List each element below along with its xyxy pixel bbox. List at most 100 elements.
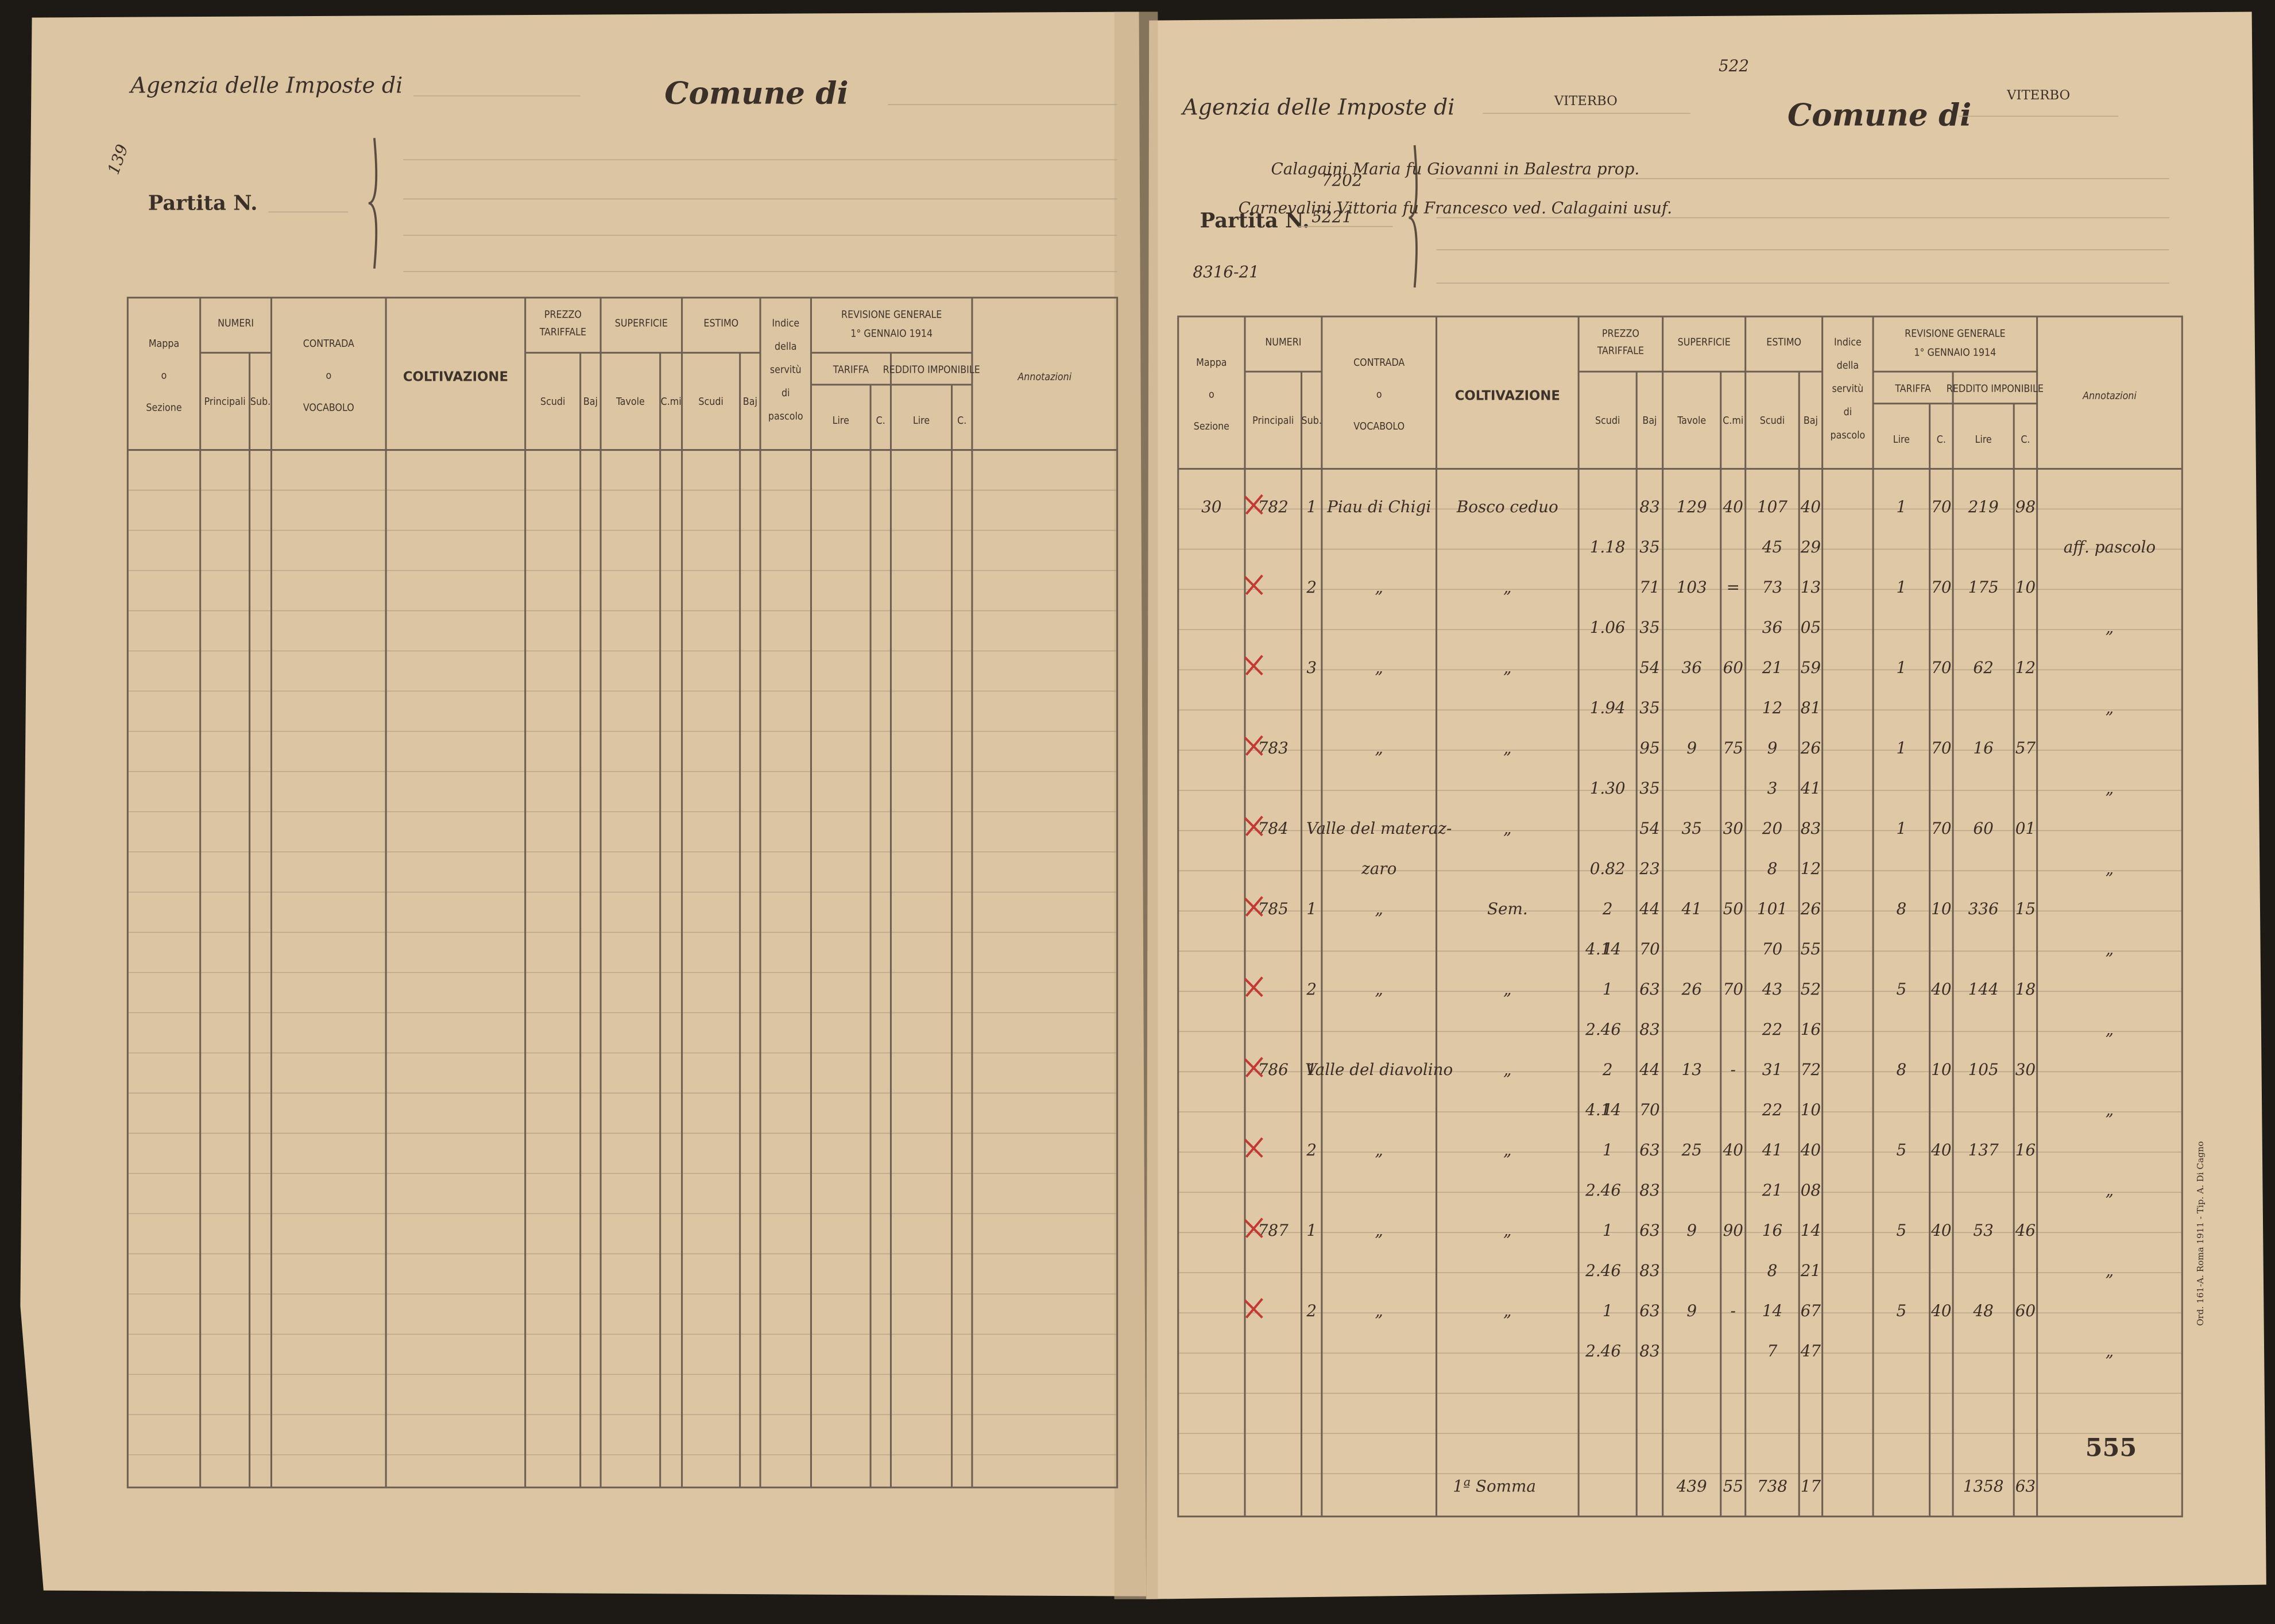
cell-contrada: „: [1375, 980, 1383, 999]
cell-sup-tavole: 9: [1686, 1221, 1697, 1240]
total-reddito-c: 63: [2015, 1477, 2036, 1496]
column-header: della: [1837, 360, 1859, 372]
column-header: Tavole: [1677, 415, 1706, 427]
owner-line: Calagaini Maria fu Giovanni in Balestra …: [1271, 159, 1640, 178]
cell-prezzo-scudi: 1: [1603, 1301, 1613, 1320]
cell-contrada: „: [1375, 1221, 1383, 1240]
column-header: TARIFFA: [833, 365, 869, 376]
red-check: [1244, 976, 1263, 997]
cell-prezzo-baj: 63: [1639, 1221, 1659, 1240]
cell-reddito-lire: 105: [1968, 1060, 1999, 1079]
cell-estimo-baj: 21: [1800, 1261, 1821, 1280]
column-header: o: [1209, 389, 1214, 401]
column-header: PREZZO: [1602, 328, 1639, 339]
cell-reddito-lire: 16: [1973, 738, 1993, 757]
red-check: [1244, 815, 1263, 837]
cell-estimo-scudi: 31: [1762, 1060, 1782, 1079]
cell-reddito-lire: 48: [1972, 1301, 1993, 1320]
partita-new: 7202: [1322, 171, 1363, 190]
column-header: C.: [2021, 434, 2030, 446]
column-header: C.: [1937, 434, 1946, 446]
red-check: [1244, 494, 1263, 515]
cell-estimo-baj: 55: [1801, 939, 1821, 958]
cell-prezzo-baj: 83: [1639, 1020, 1659, 1039]
cell-sup-cmi: 50: [1723, 899, 1743, 918]
column-header: SUPERFICIE: [1678, 337, 1731, 349]
column-header: servitù: [1832, 383, 1863, 395]
cell-estimo-scudi: 22: [1762, 1020, 1782, 1039]
cell-tariffa-lire: 1: [1897, 578, 1907, 597]
cell-sub: 1: [1306, 1221, 1317, 1240]
comune-label: Comune di: [664, 75, 848, 111]
place-stamp: VITERBO: [1554, 94, 1618, 109]
cell-estimo-baj: 72: [1801, 1060, 1821, 1079]
cell-prezzo-baj: 54: [1639, 658, 1659, 677]
column-header: o: [326, 370, 331, 382]
cell-contrada: Piau di Chigi: [1326, 497, 1431, 516]
cell-coltivazione: „: [1503, 738, 1511, 757]
cell-contrada: zaro: [1361, 859, 1396, 878]
red-check: [1244, 1137, 1263, 1158]
cell-sup-tavole: 129: [1677, 497, 1707, 516]
cell-sup-cmi: -: [1731, 1060, 1736, 1079]
cell-reddito-c: 46: [2015, 1221, 2036, 1240]
cell-tariffa-c: 10: [1931, 1060, 1951, 1079]
cell-estimo-scudi: 36: [1762, 618, 1782, 637]
column-header: o: [1376, 389, 1382, 401]
cell-prezzo-baj: 54: [1639, 819, 1659, 838]
cell-estimo-scudi: 70: [1762, 939, 1782, 958]
cell-estimo-baj: 26: [1800, 899, 1821, 918]
table-frame: [1177, 315, 2183, 1518]
column-header: pascolo: [768, 411, 803, 422]
cell-contrada: „: [1375, 658, 1383, 677]
owner-line: Carnevalini Vittoria fu Francesco ved. C…: [1239, 199, 1672, 218]
total-estimo-baj: 17: [1801, 1477, 1821, 1496]
cell-prezzo-scudi: 1.06: [1590, 618, 1626, 637]
column-header: C.mi: [661, 396, 682, 408]
total-sup-tavole: 439: [1676, 1477, 1707, 1496]
cell-prezzo-baj: 70: [1639, 1100, 1659, 1119]
red-check: [1244, 574, 1263, 596]
cell-prezzo-baj: 70: [1639, 939, 1659, 958]
column-header: Sezione: [1194, 421, 1229, 432]
cell-annotazioni: „: [2106, 1341, 2114, 1360]
cell-sub: 3: [1306, 658, 1317, 677]
cell-indice-note: 2.46: [1585, 1261, 1621, 1280]
cell-estimo-scudi: 8: [1767, 1261, 1778, 1280]
cell-estimo-baj: 40: [1800, 497, 1821, 516]
cell-sup-tavole: 25: [1681, 1140, 1702, 1159]
cell-sub: 2: [1306, 1301, 1317, 1320]
cell-annotazioni: aff. pascolo: [2064, 538, 2156, 556]
cell-coltivazione: „: [1503, 1301, 1511, 1320]
cell-annotazioni: „: [2106, 1261, 2114, 1280]
column-header: Baj: [1804, 415, 1818, 427]
cell-estimo-scudi: 3: [1767, 779, 1778, 798]
cell-estimo-scudi: 21: [1762, 658, 1782, 677]
cell-estimo-baj: 29: [1800, 538, 1821, 556]
cell-tariffa-lire: 5: [1897, 1221, 1907, 1240]
cell-prezzo-scudi: 2: [1602, 899, 1613, 918]
cell-estimo-scudi: 41: [1762, 1140, 1782, 1159]
cell-tariffa-c: 40: [1930, 1221, 1951, 1240]
cell-sub: 2: [1306, 980, 1317, 999]
cell-tariffa-lire: 5: [1897, 1301, 1907, 1320]
column-header: C.: [876, 415, 885, 427]
cell-tariffa-c: 70: [1931, 738, 1951, 757]
cell-tariffa-c: 40: [1930, 1140, 1951, 1159]
cell-sup-tavole: 36: [1682, 658, 1702, 677]
cell-tariffa-lire: 1: [1897, 658, 1907, 677]
cell-prezzo-baj: 44: [1639, 899, 1659, 918]
cell-estimo-scudi: 8: [1767, 859, 1778, 878]
column-header: Sezione: [146, 402, 181, 413]
cell-prezzo-baj: 83: [1639, 1261, 1659, 1280]
cell-prezzo-baj: 63: [1639, 980, 1659, 999]
cell-tariffa-lire: 8: [1897, 899, 1907, 918]
cell-estimo-baj: 47: [1800, 1341, 1821, 1360]
column-header: REVISIONE GENERALE: [1905, 328, 2005, 339]
column-header: Lire: [913, 415, 930, 427]
total-reddito-lire: 1358: [1963, 1477, 2004, 1496]
total-label: 1ª Somma: [1453, 1477, 1536, 1496]
cell-estimo-baj: 26: [1800, 738, 1821, 757]
cell-estimo-scudi: 20: [1762, 819, 1782, 838]
